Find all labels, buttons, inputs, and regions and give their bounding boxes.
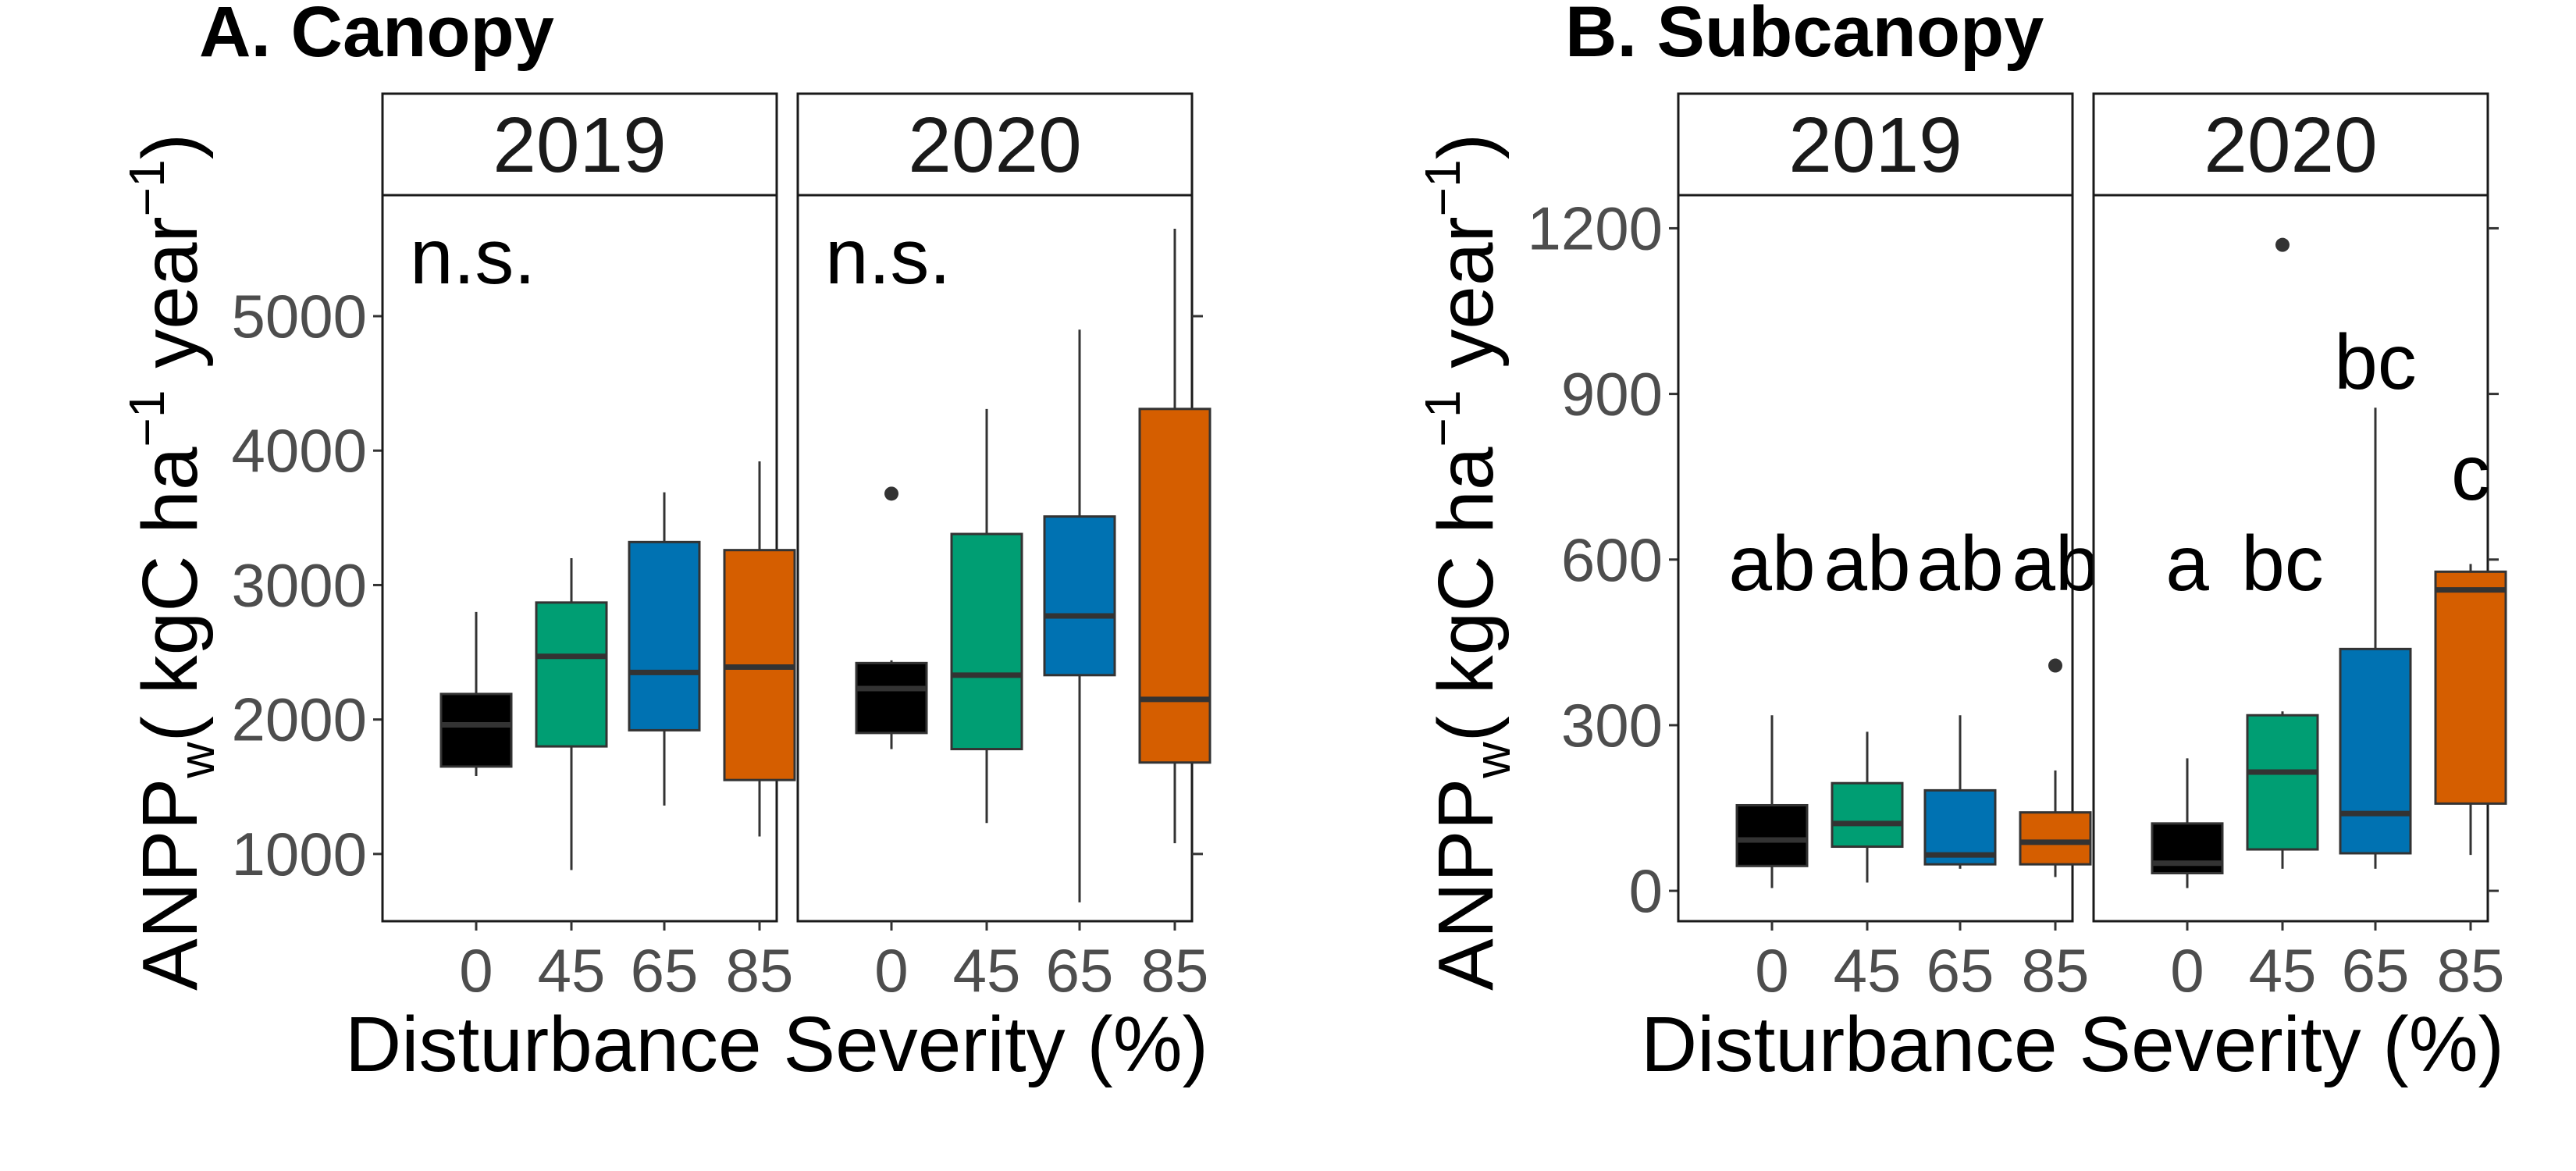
y-axis-title-subscript: w xyxy=(1464,742,1521,779)
y-tick-label: 4000 xyxy=(231,416,367,485)
facet-strip-label: 2019 xyxy=(493,101,666,189)
x-tick-label: 65 xyxy=(2342,936,2410,1005)
significance-letter: bc xyxy=(2241,520,2324,607)
box-85 xyxy=(2434,570,2507,805)
y-axis-title-superscript-2: −1 xyxy=(119,159,175,216)
x-tick-label: 45 xyxy=(2249,936,2317,1005)
y-tick-label: 600 xyxy=(1561,525,1663,594)
x-tick-label: 0 xyxy=(1755,936,1788,1005)
y-axis-title: ANPPw( kgC ha−1 year−1) xyxy=(1414,133,1521,991)
canopy-chart: A. Canopy ANPPw( kgC ha−1 year−1) Distur… xyxy=(119,0,1212,1088)
y-axis-ticks: 0 300 600 900 1200 xyxy=(1527,194,1678,925)
x-tick-label: 45 xyxy=(1834,936,1902,1005)
y-axis-title-unit-1: ( kgC ha xyxy=(1422,447,1510,742)
y-axis-title-main: ANPP xyxy=(1422,778,1510,991)
chart-title: A. Canopy xyxy=(199,0,554,72)
x-axis-title: Disturbance Severity (%) xyxy=(345,1001,1208,1088)
facet-strip xyxy=(2092,92,2489,197)
y-axis-title-unit-3: ) xyxy=(126,133,214,159)
y-axis-title-main: ANPP xyxy=(126,778,214,991)
outlier-point xyxy=(2048,658,2062,673)
box-45 xyxy=(950,532,1023,751)
box-0 xyxy=(439,692,513,768)
facet-2020: 2020 0 45 65 85 n.s. xyxy=(796,92,1212,1005)
box-85 xyxy=(1138,408,1212,764)
y-tick-label: 2000 xyxy=(231,685,367,754)
box-45 xyxy=(535,601,608,748)
significance-letter: a xyxy=(2165,520,2209,607)
facet-strip xyxy=(1677,92,2074,197)
significance-letter: c xyxy=(2451,429,2490,517)
y-axis-title-unit-1: ( kgC ha xyxy=(126,447,214,742)
x-tick-label: 85 xyxy=(726,936,794,1005)
x-tick-label: 65 xyxy=(1046,936,1114,1005)
y-axis-title-unit-2: year xyxy=(1422,216,1510,390)
y-tick-label: 1200 xyxy=(1527,194,1663,262)
box-65 xyxy=(2339,647,2412,855)
facet-strip xyxy=(796,92,1194,197)
y-axis-title: ANPPw( kgC ha−1 year−1) xyxy=(119,133,225,991)
significance-label: n.s. xyxy=(410,213,535,301)
significance-letter: ab xyxy=(1823,520,1910,607)
box-0 xyxy=(1735,803,1809,867)
y-axis-title-superscript-1: −1 xyxy=(1414,390,1471,447)
facet-strip xyxy=(381,92,778,197)
y-tick-label: 900 xyxy=(1561,360,1663,429)
x-axis-title: Disturbance Severity (%) xyxy=(1641,1001,2504,1088)
y-tick-label: 300 xyxy=(1561,691,1663,760)
outlier-point xyxy=(2275,237,2290,252)
facet-strip-label: 2020 xyxy=(2204,101,2377,189)
x-tick-label: 45 xyxy=(953,936,1021,1005)
y-axis-title-unit-3: ) xyxy=(1422,133,1510,159)
y-tick-label: 1000 xyxy=(231,820,367,888)
x-tick-label: 85 xyxy=(1141,936,1209,1005)
y-tick-label: 3000 xyxy=(231,550,367,619)
box-85 xyxy=(2019,811,2092,866)
x-tick-label: 65 xyxy=(1927,936,1994,1005)
y-axis-title-superscript-1: −1 xyxy=(119,390,175,447)
box-65 xyxy=(1923,788,1997,866)
y-axis-ticks: 1000 2000 3000 4000 5000 xyxy=(231,282,382,888)
x-tick-label: 85 xyxy=(2437,936,2505,1005)
box-45 xyxy=(1831,781,1904,849)
facet-2019: 2019 0 45 65 85 n.s. xyxy=(381,92,796,1005)
x-tick-label: 0 xyxy=(2170,936,2204,1005)
chart-title: B. Subcanopy xyxy=(1565,0,2044,72)
y-axis-title-unit-2: year xyxy=(126,216,214,390)
y-axis-title-superscript-2: −1 xyxy=(1414,159,1471,216)
significance-letter: ab xyxy=(1916,520,2003,607)
y-tick-label: 0 xyxy=(1629,856,1663,925)
box-65 xyxy=(1043,515,1116,677)
y-axis-title-subscript: w xyxy=(169,742,225,779)
x-tick-label: 45 xyxy=(538,936,606,1005)
x-tick-label: 0 xyxy=(459,936,493,1005)
outlier-point xyxy=(884,486,898,501)
box-65 xyxy=(628,540,701,731)
box-0 xyxy=(855,661,928,735)
box-45 xyxy=(2246,714,2319,851)
y-tick-label: 5000 xyxy=(231,282,367,351)
significance-label: n.s. xyxy=(825,213,951,301)
facet-strip-label: 2019 xyxy=(1788,101,1962,189)
panel-border xyxy=(381,194,778,923)
subcanopy-chart: B. Subcanopy ANPPw( kgC ha−1 year−1) Dis… xyxy=(1414,0,2507,1088)
facet-strip-label: 2020 xyxy=(908,101,1081,189)
significance-letter: ab xyxy=(2012,520,2098,607)
significance-letter: bc xyxy=(2334,319,2417,406)
x-tick-label: 85 xyxy=(2022,936,2090,1005)
x-tick-label: 0 xyxy=(874,936,908,1005)
x-tick-label: 65 xyxy=(631,936,699,1005)
significance-letter: ab xyxy=(1728,520,1815,607)
